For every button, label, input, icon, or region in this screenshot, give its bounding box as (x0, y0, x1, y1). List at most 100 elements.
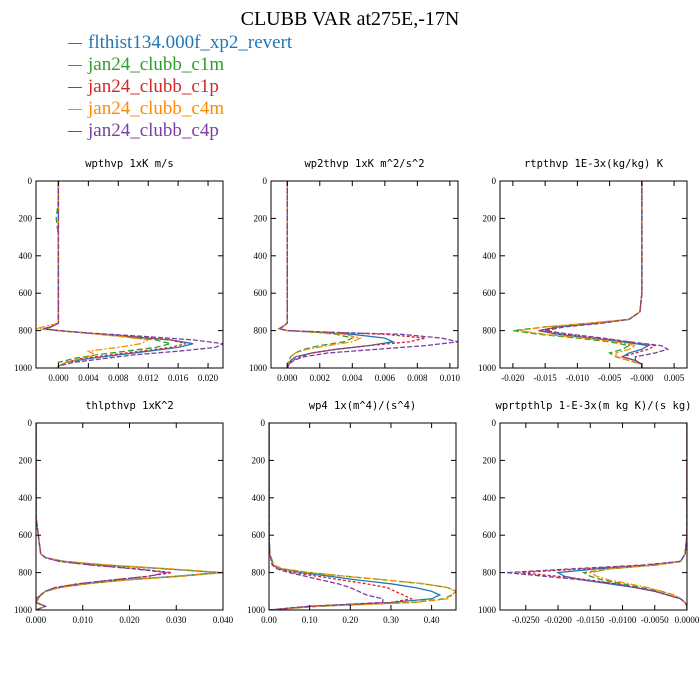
series-line (277, 181, 355, 368)
x-tick-label: 0.010 (440, 373, 461, 383)
y-tick-label: 0 (263, 176, 268, 186)
panel-title: rtpthvp 1E-3x(kg/kg) K (524, 158, 664, 170)
x-tick-label: 0.004 (342, 373, 363, 383)
series-line (36, 423, 219, 610)
y-tick-label: 1000 (14, 363, 33, 373)
chart-title: CLUBB VAR at275E,-17N (240, 8, 460, 30)
x-tick-label: 0.008 (407, 373, 428, 383)
x-tick-label: 0.008 (108, 373, 129, 383)
y-tick-label: 400 (19, 493, 33, 503)
y-tick-label: 600 (19, 288, 33, 298)
legend-label: flthist134.000f_xp2_revert (88, 32, 293, 53)
legend-item: flthist134.000f_xp2_revert (68, 32, 292, 54)
y-tick-label: 1000 (247, 605, 266, 615)
x-tick-label: 0.030 (166, 615, 187, 625)
x-tick-label: 0.020 (198, 373, 219, 383)
y-tick-label: 600 (483, 288, 497, 298)
plot-frame (499, 180, 688, 369)
plot-frame (35, 422, 224, 611)
legend-item: jan24_clubb_c4m (68, 98, 292, 120)
x-tick-label: 0.004 (78, 373, 99, 383)
legend-item: jan24_clubb_c1p (68, 76, 292, 98)
y-tick-label: 1000 (14, 605, 33, 615)
x-tick-label: 0.40 (424, 615, 440, 625)
legend-label: jan24_clubb_c1p (88, 76, 219, 97)
x-tick-label: -0.0100 (609, 615, 637, 625)
series-line (36, 423, 168, 610)
y-tick-label: 400 (483, 493, 497, 503)
x-tick-label: -0.000 (630, 373, 654, 383)
series-line (277, 181, 458, 368)
y-tick-label: 200 (254, 213, 268, 223)
y-tick-label: 0 (28, 418, 33, 428)
y-tick-label: 0 (492, 418, 497, 428)
legend-swatch (68, 130, 82, 133)
x-tick-label: -0.015 (534, 373, 558, 383)
plot-frame (270, 180, 459, 369)
x-tick-label: 0.000 (26, 615, 47, 625)
series-line (269, 423, 456, 610)
y-tick-label: 200 (19, 455, 33, 465)
legend-item: jan24_clubb_c4p (68, 120, 292, 142)
x-tick-label: -0.010 (566, 373, 590, 383)
panel-title: wpthvp 1xK m/s (85, 158, 174, 170)
series-line (269, 423, 456, 610)
y-tick-label: 800 (254, 326, 268, 336)
plot-frame (499, 422, 688, 611)
legend-swatch (68, 108, 82, 111)
y-tick-label: 400 (254, 251, 268, 261)
series-line (36, 181, 151, 368)
y-tick-label: 200 (483, 455, 497, 465)
y-tick-label: 600 (254, 288, 268, 298)
x-tick-label: -0.0250 (512, 615, 540, 625)
x-tick-label: 0.30 (383, 615, 399, 625)
plot-frame (268, 422, 457, 611)
x-tick-label: -0.005 (598, 373, 622, 383)
plot-frame (35, 180, 224, 369)
x-tick-label: 0.016 (168, 373, 189, 383)
series-line (36, 423, 223, 610)
y-tick-label: 0 (28, 176, 33, 186)
series-line (544, 181, 670, 368)
y-tick-label: 400 (252, 493, 266, 503)
x-tick-label: -0.0200 (544, 615, 572, 625)
x-tick-label: 0.0000 (675, 615, 700, 625)
y-tick-label: 400 (19, 251, 33, 261)
panel-title: thlpthvp 1xK^2 (85, 400, 174, 412)
y-tick-label: 1000 (249, 363, 268, 373)
y-tick-label: 200 (19, 213, 33, 223)
series-line (519, 423, 687, 610)
legend-label: jan24_clubb_c4m (88, 98, 225, 119)
y-tick-label: 1000 (478, 605, 497, 615)
series-line (43, 181, 223, 368)
y-tick-label: 0 (492, 176, 497, 186)
series-line (269, 423, 414, 610)
chart-panel: rtpthvp 1E-3x(kg/kg) K02004006008001000-… (478, 158, 688, 383)
series-line (269, 423, 384, 610)
y-tick-label: 600 (252, 530, 266, 540)
x-tick-label: 0.020 (119, 615, 140, 625)
y-tick-label: 1000 (478, 363, 497, 373)
legend-swatch (68, 42, 82, 45)
y-tick-label: 800 (19, 568, 33, 578)
x-tick-label: 0.10 (302, 615, 318, 625)
series-line (277, 181, 363, 368)
chart-panel: wprtpthlp 1-E-3x(m kg K)/(s kg) 0 200 400 60… (478, 400, 700, 625)
x-tick-label: 0.010 (73, 615, 94, 625)
legend: flthist134.000f_xp2_revert jan24_clubb_c… (68, 32, 292, 142)
y-tick-label: 600 (483, 530, 497, 540)
y-tick-label: 200 (483, 213, 497, 223)
x-tick-label: -0.020 (501, 373, 525, 383)
series-line (519, 181, 643, 368)
x-tick-label: 0.00 (261, 615, 277, 625)
legend-label: jan24_clubb_c4p (88, 120, 219, 141)
y-tick-label: 600 (19, 530, 33, 540)
panel-title: wp4 1x(m^4)/(s^4) (309, 400, 416, 412)
y-tick-label: 200 (252, 455, 266, 465)
y-tick-label: 400 (483, 251, 497, 261)
y-tick-label: 0 (261, 418, 266, 428)
x-tick-label: -0.0050 (641, 615, 669, 625)
